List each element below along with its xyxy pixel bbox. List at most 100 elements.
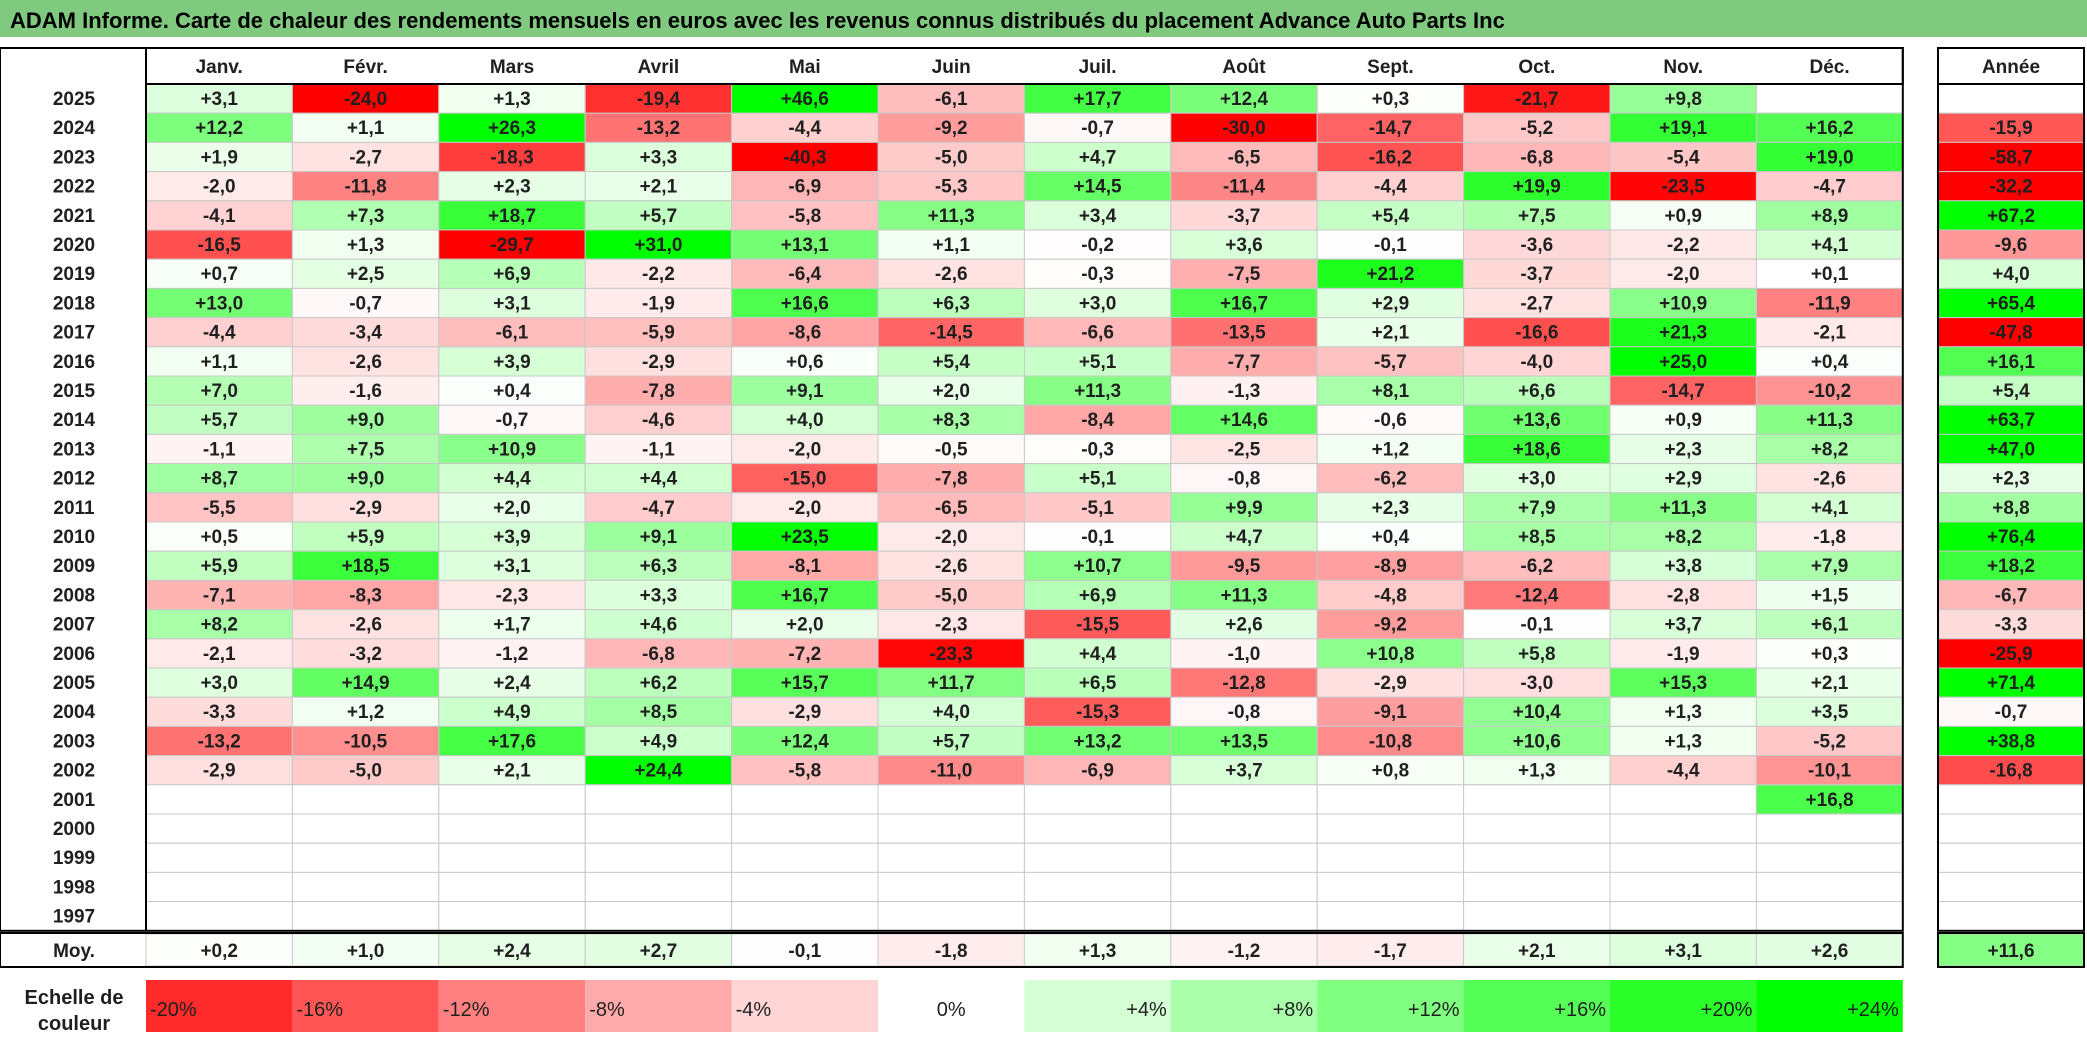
heatmap-cell xyxy=(438,871,586,903)
scale-label-value: +12% xyxy=(1408,999,1460,1021)
heatmap-cell xyxy=(1170,579,1318,611)
annual-value: -25,9 xyxy=(1989,644,2032,665)
annual-value: -0,7 xyxy=(1995,702,2028,723)
heatmap-cell xyxy=(1023,842,1172,873)
heatmap-cell xyxy=(1609,287,1757,319)
year-label: 2008 xyxy=(53,585,95,606)
cell-value: -5,3 xyxy=(935,177,968,198)
cell-value: -5,0 xyxy=(935,585,968,606)
heatmap-cell xyxy=(1023,579,1172,611)
heatmap-cell xyxy=(1170,813,1318,844)
cell-value: -13,2 xyxy=(198,731,241,752)
cell-value: +7,9 xyxy=(1811,556,1849,577)
heatmap-cell xyxy=(1170,171,1318,202)
cell-value: +3,3 xyxy=(640,147,678,168)
heatmap-cell xyxy=(1023,638,1172,669)
cell-value: +14,5 xyxy=(1074,177,1123,198)
cell-value: +8,5 xyxy=(1518,527,1556,548)
cell-value: +9,1 xyxy=(640,527,678,548)
heatmap-cell xyxy=(731,842,879,873)
cell-value: -3,2 xyxy=(349,644,382,665)
heatmap-cell xyxy=(1755,317,1904,348)
annual-cell xyxy=(1937,842,2085,873)
heatmap-cell xyxy=(1609,579,1757,611)
cell-value: +9,0 xyxy=(347,469,385,490)
average-value: -0,1 xyxy=(788,941,821,962)
annual-value: +18,2 xyxy=(1987,556,2035,577)
cell-value: +10,9 xyxy=(488,439,536,460)
average-value: +3,1 xyxy=(1664,941,1702,962)
cell-value: +5,7 xyxy=(200,410,238,431)
cell-value: -2,6 xyxy=(935,264,968,285)
cell-value: -1,0 xyxy=(1228,644,1261,665)
heatmap-cell xyxy=(584,842,733,873)
cell-value: +16,2 xyxy=(1806,118,1854,139)
month-header: Août xyxy=(1222,57,1266,78)
heatmap-cell xyxy=(1755,83,1904,114)
year-label: 2018 xyxy=(53,293,95,314)
cell-value: +2,9 xyxy=(1372,293,1410,314)
cell-value: -10,8 xyxy=(1369,731,1412,752)
cell-value: -2,9 xyxy=(788,702,821,723)
heatmap-cell xyxy=(1755,667,1904,698)
heatmap-cell xyxy=(438,404,586,435)
cell-value: -13,5 xyxy=(1222,323,1266,344)
heatmap-cell xyxy=(1755,171,1904,202)
heatmap-cell xyxy=(145,171,293,202)
annual-cell xyxy=(1937,901,2085,932)
heatmap-cell xyxy=(1755,755,1904,786)
cell-value: -4,7 xyxy=(1813,177,1846,198)
cell-value: +18,6 xyxy=(1513,439,1561,460)
heatmap-cell xyxy=(584,579,733,611)
heatmap-cell xyxy=(438,638,586,669)
cell-value: -5,2 xyxy=(1813,731,1846,752)
heatmap-cell xyxy=(1170,463,1318,494)
annual-value: +4,0 xyxy=(1992,264,2030,285)
annual-value: +47,0 xyxy=(1987,439,2035,460)
heatmap-cell xyxy=(1609,317,1757,348)
heatmap-cell xyxy=(584,200,733,231)
heatmap-cell xyxy=(1023,901,1172,932)
cell-value: +25,0 xyxy=(1659,352,1707,373)
cell-value: +4,1 xyxy=(1811,235,1849,256)
annual-cell xyxy=(1937,784,2085,815)
heatmap-cell xyxy=(145,725,293,757)
cell-value: -6,2 xyxy=(1374,469,1407,490)
cell-value: -2,9 xyxy=(349,498,382,519)
heatmap-cell xyxy=(145,696,293,727)
cell-value: +19,0 xyxy=(1806,147,1854,168)
cell-value: +2,4 xyxy=(493,673,531,694)
heatmap-cell xyxy=(1463,346,1611,377)
heatmap-cell xyxy=(291,112,440,143)
annual-value: +2,3 xyxy=(1992,469,2030,490)
heatmap-cell xyxy=(1170,725,1318,757)
average-value: -1,7 xyxy=(1374,941,1407,962)
heatmap-cell xyxy=(1609,609,1757,640)
cell-value: -6,4 xyxy=(788,264,821,285)
cell-value: +4,7 xyxy=(1225,527,1263,548)
heatmap-cell xyxy=(145,638,293,669)
scale-swatch xyxy=(438,980,586,1032)
cell-value: +5,7 xyxy=(640,206,678,227)
scale-swatch xyxy=(1317,980,1464,1032)
cell-value: +16,8 xyxy=(1806,790,1854,811)
scale-swatch xyxy=(1170,980,1318,1032)
scale-label: Echelle de xyxy=(25,987,124,1009)
cell-value: +5,7 xyxy=(932,731,970,752)
cell-value: -30,0 xyxy=(1222,118,1265,139)
cell-value: -4,4 xyxy=(788,118,821,139)
heatmap-cell xyxy=(731,492,879,523)
heatmap-cell xyxy=(1316,287,1465,319)
heatmap-cell xyxy=(731,813,879,844)
cell-value: +18,7 xyxy=(488,206,536,227)
cell-value: +2,1 xyxy=(1372,323,1410,344)
average-cell xyxy=(145,933,293,967)
cell-value: +11,3 xyxy=(1806,410,1853,431)
heatmap-cell xyxy=(877,638,1025,669)
heatmap-cell xyxy=(291,842,440,873)
cell-value: -7,2 xyxy=(788,644,821,665)
cell-value: +0,4 xyxy=(1811,352,1849,373)
heatmap-cell xyxy=(1316,871,1465,903)
heatmap-cell xyxy=(438,725,586,757)
cell-value: -11,4 xyxy=(1223,177,1266,198)
